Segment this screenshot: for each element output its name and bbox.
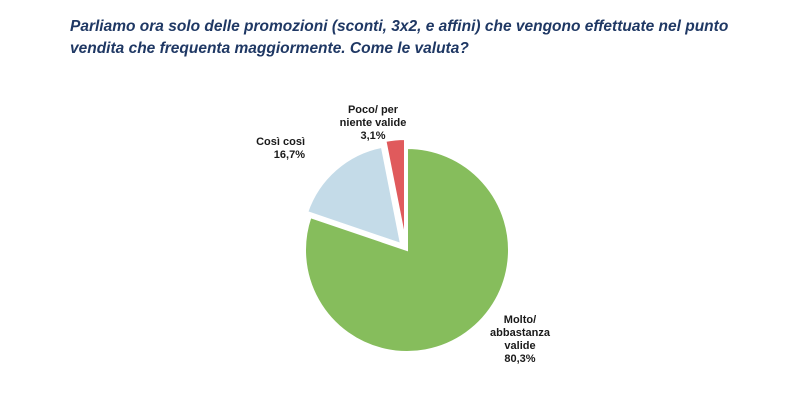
pie-value-label-1: 16,7% <box>274 149 305 161</box>
pie-label-2: Poco/ per niente valide 3,1% <box>340 104 407 142</box>
pie-slice-2 <box>384 137 406 241</box>
pie-slice-1 <box>306 145 403 246</box>
pie-category-label-0: valide <box>504 340 535 352</box>
pie-slice-0 <box>304 146 510 353</box>
pie-label-0: Molto/abbastanza valide 80,3% <box>490 314 551 365</box>
pie-label-1: Così così 16,7% <box>256 136 305 161</box>
pie-category-label-2: niente valide <box>340 117 407 129</box>
chart-title: Parliamo ora solo delle promozioni (scon… <box>70 18 729 57</box>
pie-category-label-0: Molto/ <box>504 314 536 326</box>
pie-category-label-2: Poco/ per <box>348 104 399 116</box>
pie-labels: Molto/abbastanza valide 80,3% Così così 16,7… <box>256 104 551 365</box>
pie-category-label-0: abbastanza <box>490 327 551 339</box>
pie-category-label-1: Così così <box>256 136 305 148</box>
pie-value-label-0: 80,3% <box>504 353 535 365</box>
pie-slices <box>304 137 510 353</box>
pie-value-label-2: 3,1% <box>360 130 385 142</box>
